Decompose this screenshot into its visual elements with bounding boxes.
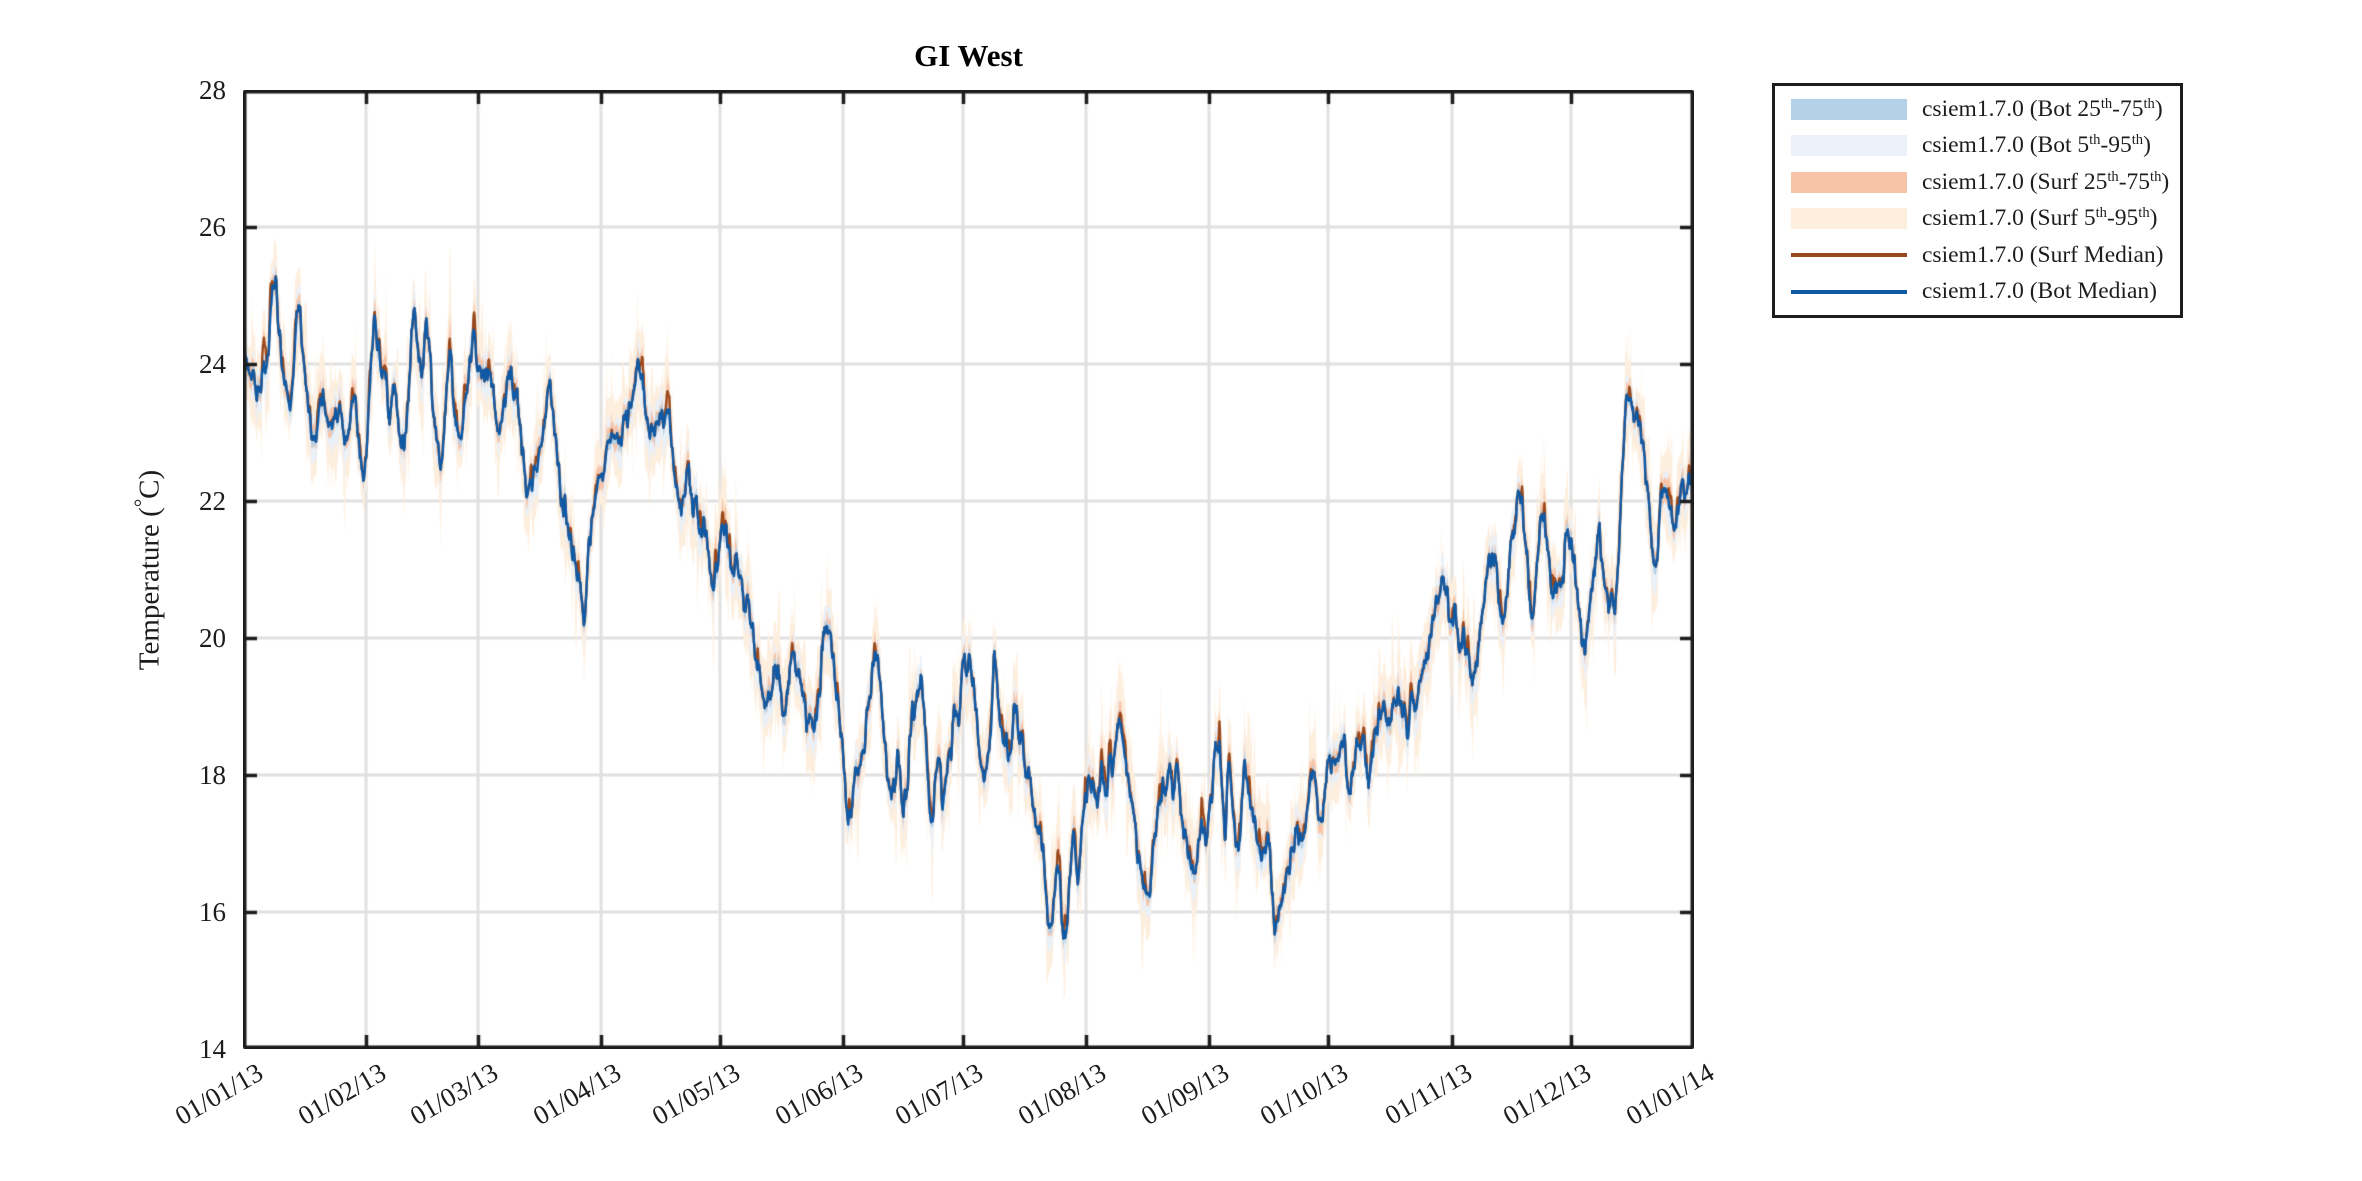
legend-label: csiem1.7.0 (Bot 25th-75th) bbox=[1922, 95, 2163, 122]
legend-label: csiem1.7.0 (Bot 5th-95th) bbox=[1922, 132, 2151, 159]
legend-box: csiem1.7.0 (Bot 25th-75th) csiem1.7.0 (Bo… bbox=[1772, 83, 2183, 318]
legend-item: csiem1.7.0 (Surf 25th-75th) bbox=[1791, 169, 2180, 196]
superscript: th bbox=[2100, 95, 2113, 112]
legend-patch-icon bbox=[1791, 171, 1907, 193]
legend-patch-icon bbox=[1791, 98, 1907, 120]
superscript: th bbox=[2095, 205, 2107, 222]
y-tick-label-28: 28 bbox=[199, 75, 226, 105]
superscript: th bbox=[2131, 132, 2144, 149]
legend-label: csiem1.7.0 (Surf 25th-75th) bbox=[1922, 168, 2170, 195]
y-tick-label-16: 16 bbox=[199, 897, 226, 927]
plot-canvas bbox=[243, 90, 1694, 1049]
y-tick-label-14: 14 bbox=[199, 1034, 226, 1064]
legend-item: csiem1.7.0 (Bot 25th-75th) bbox=[1791, 96, 2180, 123]
legend-item: csiem1.7.0 (Surf Median) bbox=[1791, 242, 2180, 269]
legend-item: csiem1.7.0 (Bot Median) bbox=[1791, 278, 2180, 305]
y-tick-label-20: 20 bbox=[199, 623, 226, 653]
superscript: th bbox=[2143, 95, 2155, 112]
legend-patch-icon bbox=[1791, 208, 1907, 230]
superscript: th bbox=[2107, 168, 2119, 185]
legend-line-icon bbox=[1791, 289, 1907, 294]
legend-label: csiem1.7.0 (Surf 5th-95th) bbox=[1922, 205, 2158, 232]
legend-item: csiem1.7.0 (Bot 5th-95th) bbox=[1791, 132, 2180, 159]
legend-line-icon bbox=[1791, 253, 1907, 258]
superscript: th bbox=[2150, 168, 2162, 185]
y-tick-label-22: 22 bbox=[199, 486, 226, 516]
superscript: th bbox=[2138, 205, 2150, 222]
legend-patch-icon bbox=[1791, 135, 1907, 157]
legend-item: csiem1.7.0 (Surf 5th-95th) bbox=[1791, 205, 2180, 232]
chart-title: GI West bbox=[914, 38, 1023, 73]
legend-label: csiem1.7.0 (Surf Median) bbox=[1922, 241, 2164, 268]
y-tick-label-26: 26 bbox=[199, 212, 226, 242]
superscript: th bbox=[2089, 132, 2101, 149]
y-tick-label-24: 24 bbox=[199, 349, 226, 379]
y-tick-label-18: 18 bbox=[199, 760, 226, 790]
legend-label: csiem1.7.0 (Bot Median) bbox=[1922, 278, 2157, 305]
